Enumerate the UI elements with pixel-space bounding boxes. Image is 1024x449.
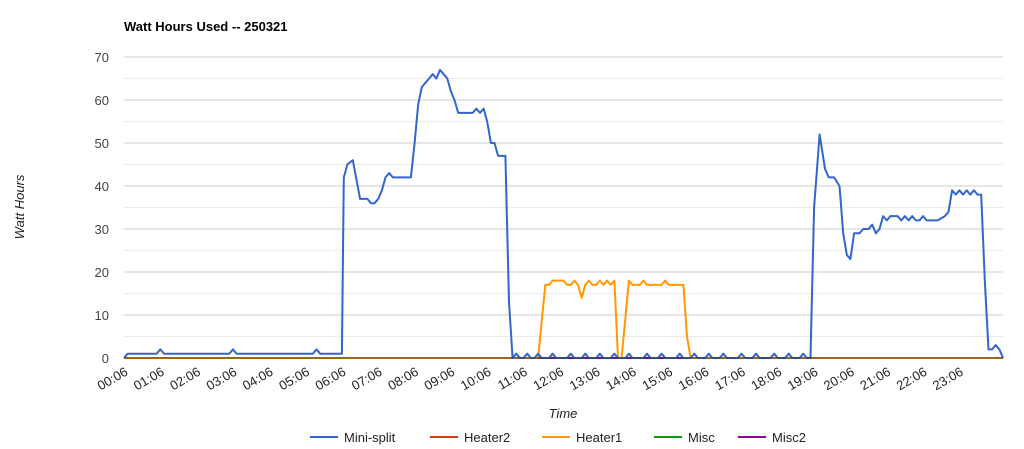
series-line-mini-split	[123, 68, 1004, 359]
x-tick-label: 13:06	[567, 364, 603, 393]
series-line-heater1	[124, 279, 1003, 359]
x-tick-label: 15:06	[639, 364, 675, 393]
y-tick-label: 20	[95, 265, 109, 280]
x-tick-label: 05:06	[276, 364, 312, 393]
legend-label-misc: Misc	[688, 430, 715, 445]
chart-title: Watt Hours Used -- 250321	[124, 19, 288, 34]
y-tick-label: 40	[95, 179, 109, 194]
legend-label-heater2: Heater2	[464, 430, 510, 445]
gridlines	[124, 56, 1003, 337]
y-axis-ticks: 0 10 20 30 40 50 60 70	[95, 50, 109, 366]
x-axis-label: Time	[549, 406, 578, 421]
x-axis-ticks: 00:06 01:06 02:06 03:06 04:06 05:06 06:06 07:06…	[95, 364, 966, 393]
x-tick-label: 22:06	[894, 364, 930, 393]
y-tick-label: 0	[102, 351, 109, 366]
y-tick-label: 50	[95, 136, 109, 151]
x-tick-label: 04:06	[240, 364, 276, 393]
x-tick-label: 18:06	[748, 364, 784, 393]
y-tick-label: 60	[95, 93, 109, 108]
x-tick-label: 01:06	[131, 364, 167, 393]
legend: Mini-split Heater2 Heater1 Misc Misc2	[310, 430, 806, 445]
x-tick-label: 03:06	[204, 364, 240, 393]
x-tick-label: 11:06	[495, 364, 530, 393]
legend-label-mini-split: Mini-split	[344, 430, 396, 445]
x-tick-label: 12:06	[530, 364, 566, 393]
x-tick-label: 23:06	[930, 364, 966, 393]
x-tick-label: 17:06	[712, 364, 748, 393]
x-tick-label: 14:06	[603, 364, 639, 393]
x-tick-label: 21:06	[857, 364, 893, 393]
x-tick-label: 16:06	[676, 364, 712, 393]
x-tick-label: 07:06	[349, 364, 385, 393]
legend-label-misc2: Misc2	[772, 430, 806, 445]
y-tick-label: 10	[95, 308, 109, 323]
y-tick-label: 30	[95, 222, 109, 237]
x-tick-label: 06:06	[313, 364, 349, 393]
x-tick-label: 20:06	[821, 364, 857, 393]
x-tick-label: 00:06	[95, 364, 131, 393]
legend-label-heater1: Heater1	[576, 430, 622, 445]
x-tick-label: 19:06	[785, 364, 821, 393]
y-tick-label: 70	[95, 50, 109, 65]
x-tick-label: 10:06	[458, 364, 494, 393]
y-axis-label: Watt Hours	[12, 174, 27, 239]
x-tick-label: 02:06	[167, 364, 203, 393]
x-tick-label: 09:06	[422, 364, 458, 393]
x-tick-label: 08:06	[385, 364, 421, 393]
